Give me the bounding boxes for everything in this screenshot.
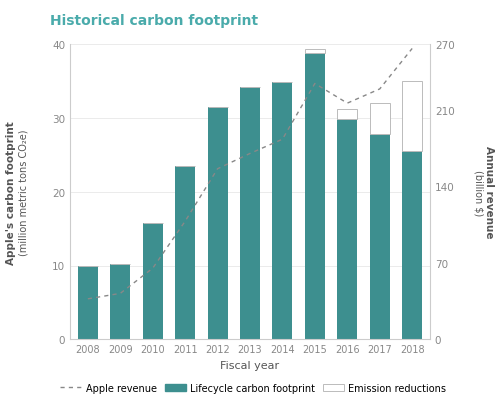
Bar: [402, 82, 422, 152]
Legend: Apple revenue, Lifecycle carbon footprint, Emission reductions: Apple revenue, Lifecycle carbon footprin…: [60, 382, 446, 393]
Bar: [337, 120, 357, 339]
Bar: [142, 224, 163, 339]
Bar: [402, 152, 422, 339]
Bar: [272, 83, 292, 339]
Bar: [305, 50, 325, 54]
Bar: [305, 54, 325, 339]
Bar: [370, 135, 390, 339]
Text: (billion $): (billion $): [473, 169, 483, 215]
Bar: [208, 108, 228, 339]
Bar: [370, 104, 390, 135]
Bar: [240, 88, 260, 339]
Text: Annual revenue: Annual revenue: [484, 146, 494, 238]
X-axis label: Fiscal year: Fiscal year: [220, 360, 280, 370]
Bar: [175, 166, 195, 339]
Text: Apple's carbon footprint: Apple's carbon footprint: [6, 121, 16, 264]
Bar: [78, 266, 98, 339]
Text: (million metric tons CO₂e): (million metric tons CO₂e): [19, 129, 29, 255]
Bar: [337, 110, 357, 120]
Bar: [110, 264, 130, 339]
Text: Historical carbon footprint: Historical carbon footprint: [50, 14, 258, 28]
